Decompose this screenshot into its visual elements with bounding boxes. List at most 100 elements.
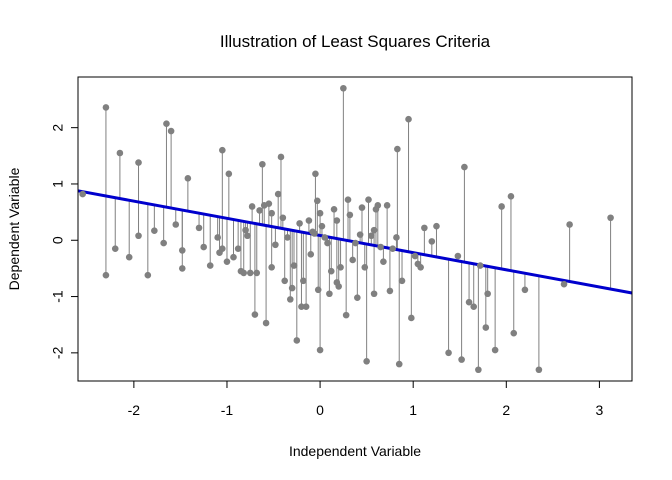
data-point bbox=[352, 239, 359, 247]
data-point bbox=[160, 239, 167, 247]
data-point bbox=[219, 245, 226, 253]
data-point bbox=[225, 170, 233, 178]
data-point bbox=[521, 286, 529, 294]
data-point bbox=[461, 163, 468, 171]
data-point bbox=[380, 258, 387, 265]
data-point bbox=[344, 196, 352, 204]
x-tick-label: 1 bbox=[409, 402, 417, 418]
data-point bbox=[470, 303, 478, 310]
data-point bbox=[358, 204, 366, 211]
data-point bbox=[242, 226, 249, 234]
data-point bbox=[251, 311, 259, 318]
data-point bbox=[484, 290, 491, 298]
data-point bbox=[265, 200, 273, 207]
data-point bbox=[262, 319, 270, 327]
data-point bbox=[330, 205, 338, 213]
data-point bbox=[482, 324, 490, 331]
data-point bbox=[354, 294, 361, 301]
data-point bbox=[268, 263, 275, 271]
data-point bbox=[377, 243, 384, 251]
y-axis: -2 -1 0 1 2 bbox=[50, 124, 79, 359]
data-point bbox=[408, 314, 415, 322]
data-point bbox=[246, 269, 254, 277]
data-point bbox=[102, 104, 110, 111]
data-point bbox=[274, 190, 282, 198]
data-point bbox=[498, 203, 505, 210]
data-point bbox=[398, 277, 406, 285]
data-point bbox=[363, 357, 370, 365]
data-point bbox=[333, 217, 341, 224]
data-point bbox=[230, 253, 237, 261]
data-point bbox=[335, 283, 343, 290]
y-tick-label: -2 bbox=[50, 346, 66, 359]
data-point bbox=[326, 290, 333, 298]
data-point bbox=[248, 203, 256, 210]
x-tick-label: 2 bbox=[502, 402, 510, 418]
y-tick-label: 2 bbox=[50, 124, 66, 132]
x-tick-label: -2 bbox=[128, 402, 141, 418]
data-point bbox=[293, 337, 301, 344]
data-point bbox=[458, 356, 465, 363]
data-point bbox=[507, 193, 515, 200]
data-point bbox=[290, 262, 298, 269]
data-point bbox=[311, 230, 318, 237]
data-point bbox=[312, 170, 319, 178]
data-point bbox=[302, 303, 310, 310]
data-point bbox=[259, 160, 266, 168]
data-point bbox=[281, 277, 289, 285]
data-point bbox=[386, 287, 394, 295]
y-tick-label: 0 bbox=[50, 236, 66, 244]
data-point bbox=[163, 120, 170, 128]
data-point bbox=[151, 227, 158, 234]
x-axis: -2 -1 0 1 2 3 bbox=[128, 380, 604, 418]
data-point bbox=[272, 241, 279, 249]
data-point bbox=[279, 214, 287, 222]
data-point bbox=[253, 269, 261, 277]
data-point bbox=[125, 253, 133, 261]
data-point bbox=[405, 115, 412, 123]
data-point bbox=[374, 202, 382, 209]
data-point bbox=[223, 258, 231, 265]
data-point bbox=[244, 232, 251, 240]
data-point bbox=[367, 232, 375, 240]
data-point bbox=[102, 271, 110, 279]
data-point bbox=[395, 360, 403, 368]
data-point bbox=[167, 127, 175, 135]
data-point bbox=[356, 231, 364, 238]
data-point bbox=[445, 349, 452, 357]
data-point bbox=[340, 84, 347, 92]
data-point bbox=[300, 277, 307, 285]
data-point bbox=[178, 265, 186, 272]
data-point bbox=[510, 329, 518, 337]
data-point bbox=[240, 269, 248, 277]
data-points bbox=[79, 84, 614, 374]
data-point bbox=[607, 214, 614, 222]
data-point bbox=[219, 146, 226, 154]
data-point bbox=[268, 209, 275, 217]
data-point bbox=[491, 346, 499, 354]
data-point bbox=[316, 346, 324, 354]
data-point bbox=[370, 226, 378, 234]
data-point bbox=[296, 220, 303, 227]
data-point bbox=[393, 234, 400, 241]
data-point bbox=[111, 245, 119, 253]
y-axis-label: Dependent Variable bbox=[6, 167, 22, 290]
data-point bbox=[256, 207, 263, 214]
data-point bbox=[178, 247, 186, 254]
data-point bbox=[411, 252, 419, 260]
y-tick-label: -1 bbox=[50, 290, 66, 303]
data-point bbox=[172, 221, 180, 228]
x-tick-label: 3 bbox=[596, 402, 604, 418]
x-tick-label: -1 bbox=[221, 402, 234, 418]
data-point bbox=[346, 211, 354, 219]
data-point bbox=[383, 202, 391, 209]
data-point bbox=[417, 263, 424, 271]
data-point bbox=[214, 234, 221, 241]
data-point bbox=[195, 224, 203, 232]
data-point bbox=[284, 234, 291, 241]
data-point bbox=[476, 262, 484, 269]
data-point bbox=[288, 284, 296, 292]
x-axis-label: Independent Variable bbox=[289, 443, 421, 459]
data-point bbox=[298, 303, 305, 310]
x-tick-label: 0 bbox=[316, 402, 324, 418]
